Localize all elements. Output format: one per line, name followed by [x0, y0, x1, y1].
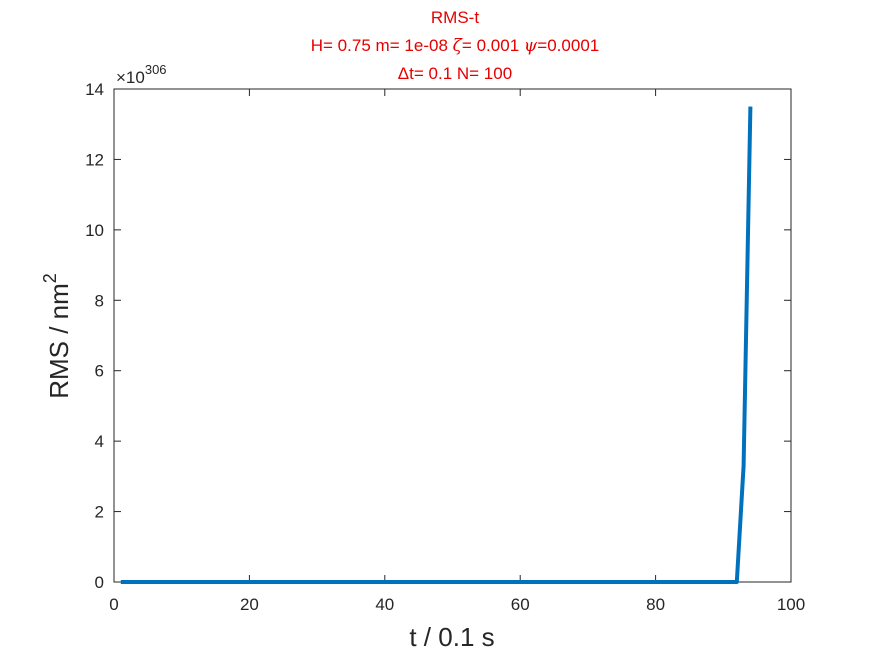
chart-subtitle-params: H= 0.75 m= 1e-08 ζ= 0.001 ψ=0.0001	[311, 36, 600, 56]
y-tick-label: 12	[85, 150, 104, 169]
x-tick-label: 80	[646, 595, 665, 614]
plot-area	[113, 88, 792, 583]
y-tick-label: 6	[95, 362, 104, 381]
y-tick-label: 2	[95, 503, 104, 522]
series-layer	[120, 106, 753, 584]
y-tick-label: 8	[95, 291, 104, 310]
chart-title: RMS-t	[431, 8, 479, 27]
chart-subtitle-timestep: Δt= 0.1 N= 100	[398, 64, 512, 83]
y-axis-exponent: ×10306	[116, 62, 167, 87]
x-tick-label: 20	[240, 595, 259, 614]
y-tick-label: 0	[95, 573, 104, 592]
x-tick-label: 40	[375, 595, 394, 614]
x-axis: 0 20 40 60 80 100	[109, 89, 805, 614]
y-tick-label: 4	[95, 432, 104, 451]
x-tick-label: 100	[777, 595, 805, 614]
y-axis: 0 2 4 6 8 10 12 14	[85, 80, 791, 592]
y-tick-label: 10	[85, 221, 104, 240]
rms-series-line	[120, 106, 753, 584]
x-axis-label: t / 0.1 s	[409, 622, 494, 652]
x-tick-label: 60	[511, 595, 530, 614]
y-axis-label: RMS / nm2	[40, 273, 74, 399]
y-tick-label: 14	[85, 80, 104, 99]
x-tick-label: 0	[109, 595, 118, 614]
